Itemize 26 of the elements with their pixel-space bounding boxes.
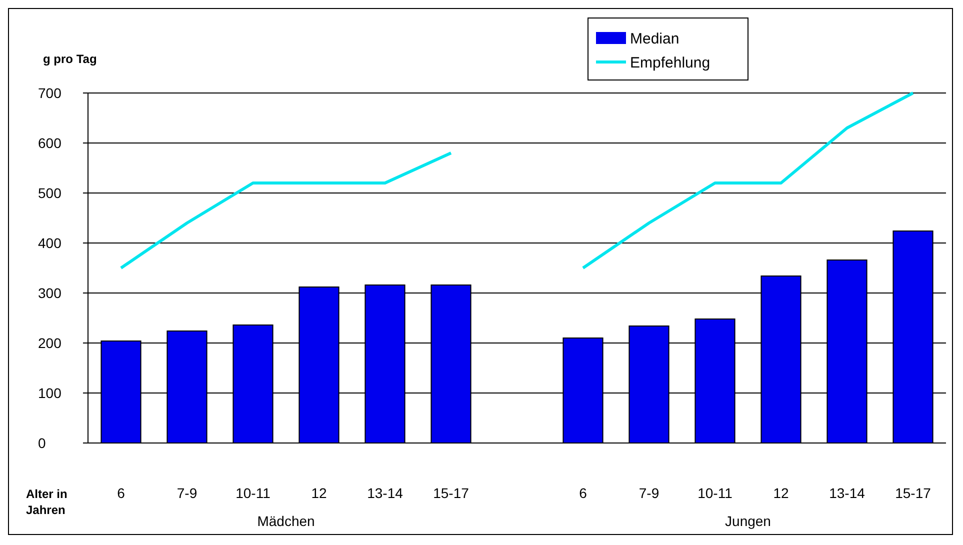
x-tick-label: 15-17: [895, 485, 932, 501]
x-tick-label: 7-9: [176, 485, 198, 501]
x-tick-label: 10-11: [236, 485, 271, 501]
x-tick-label: 13-14: [829, 485, 866, 501]
legend-label: Empfehlung: [630, 54, 710, 72]
y-tick-label: 100: [38, 384, 62, 401]
x-tick-label: 7-9: [638, 485, 660, 501]
text: Jungen: [725, 513, 771, 529]
y-tick-label: 400: [38, 234, 62, 251]
text: Mädchen: [257, 513, 315, 529]
y-tick-label: 300: [38, 284, 62, 301]
legend-label: Median: [630, 30, 680, 48]
x-tick-label: 6: [579, 485, 588, 501]
y-tick-label: 600: [38, 134, 62, 151]
x-axis-title: Alter in Jahren: [26, 487, 68, 517]
y-tick-label: 500: [38, 184, 62, 201]
x-tick-label: 12: [773, 485, 789, 501]
x-tick-label: 15-17: [433, 485, 470, 501]
y-tick-label: 200: [38, 334, 62, 351]
y-tick-label: 700: [38, 84, 62, 101]
x-tick-label: 12: [311, 485, 327, 501]
x-tick-label: 10-11: [698, 485, 733, 501]
y-axis-title: g pro Tag: [43, 52, 97, 66]
y-tick-label: 0: [38, 434, 46, 451]
x-tick-label: 13-14: [367, 485, 404, 501]
x-tick-label: 6: [117, 485, 126, 501]
